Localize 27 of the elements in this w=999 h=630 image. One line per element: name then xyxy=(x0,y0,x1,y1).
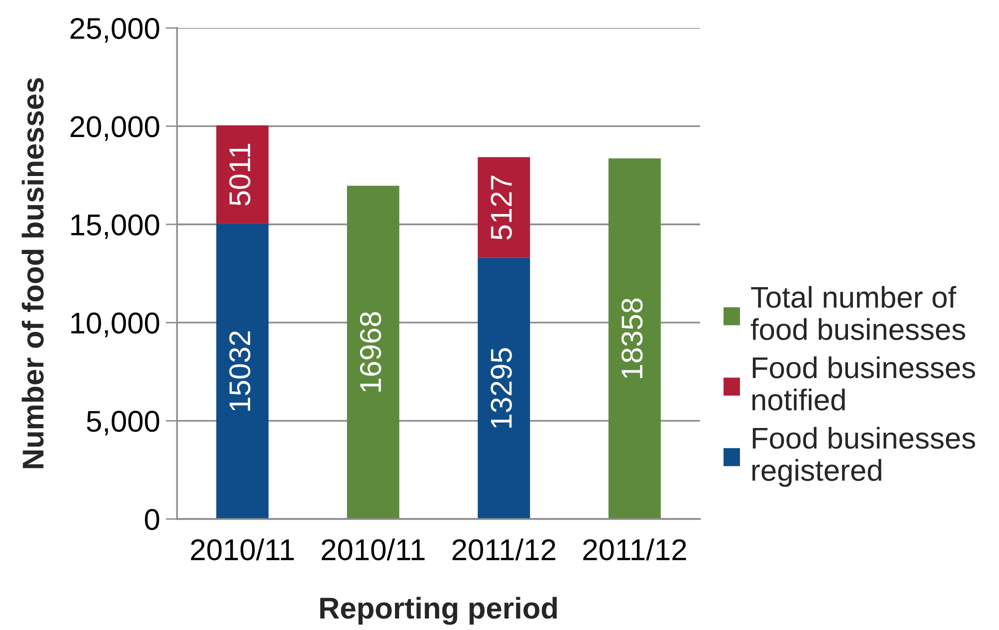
y-tick-label: 25,000 xyxy=(70,18,160,43)
x-tick-label: 2010/11 xyxy=(322,538,425,560)
data-label: 13295 xyxy=(490,348,512,428)
data-label: 15032 xyxy=(229,331,250,411)
x-tick-label: 2011/12 xyxy=(452,538,556,560)
data-label: 5127 xyxy=(490,176,512,240)
bar xyxy=(346,186,400,519)
legend-label: Total number of food businesses xyxy=(750,286,966,340)
x-axis-title: Reporting period xyxy=(320,596,557,625)
legend-label: Food businesses notified xyxy=(752,356,976,411)
y-tick-label: 10,000 xyxy=(71,312,160,338)
bar xyxy=(478,258,530,519)
y-tick-label: 0 xyxy=(144,508,160,530)
y-tick-label: 5,000 xyxy=(86,410,160,436)
legend-label: Food businesses registered xyxy=(752,426,976,487)
data-label: 5011 xyxy=(229,144,250,206)
bar xyxy=(608,158,661,519)
bar xyxy=(216,125,269,224)
x-tick-label: 2010/11 xyxy=(191,538,294,560)
y-tick-label: 15,000 xyxy=(71,214,160,240)
data-label: 18358 xyxy=(622,298,643,378)
y-axis-title: Number of food businesses xyxy=(22,78,44,468)
bar xyxy=(216,224,269,519)
bar xyxy=(478,157,530,258)
x-tick-label: 2011/12 xyxy=(583,538,686,560)
data-label: 16968 xyxy=(360,312,382,392)
y-tick-label: 20,000 xyxy=(70,116,160,141)
